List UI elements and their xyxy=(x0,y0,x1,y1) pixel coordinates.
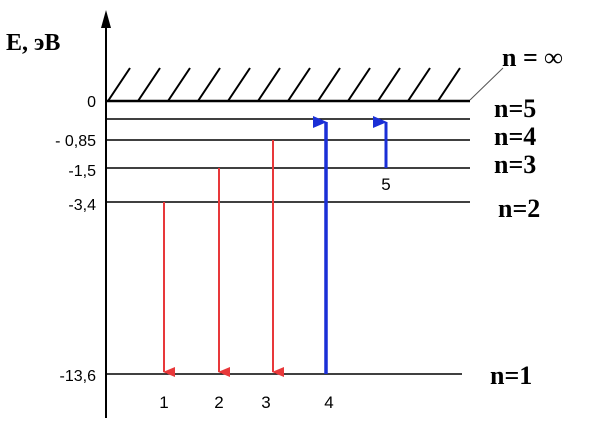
energy-value-n3: -1,5 xyxy=(68,163,96,180)
transition-3-label: 3 xyxy=(261,393,270,412)
level-label-n4: n=4 xyxy=(494,122,536,151)
continuum-leader-line xyxy=(469,67,504,101)
axis-label: E, эВ xyxy=(6,30,60,56)
energy-value-n4: - 0,85 xyxy=(55,133,96,150)
energy-value-n5: 0 xyxy=(87,94,96,111)
level-label-n3: n=3 xyxy=(494,150,536,179)
continuum-hatching xyxy=(107,67,461,102)
transition-5-label: 5 xyxy=(381,175,390,194)
level-label-n2: n=2 xyxy=(498,194,540,223)
transition-1-label: 1 xyxy=(159,393,168,412)
transition-4-label: 4 xyxy=(324,393,333,412)
energy-value-n1: -13,6 xyxy=(60,368,97,385)
energy-value-n2: -3,4 xyxy=(68,197,96,214)
energy-axis-arrowhead xyxy=(101,10,111,28)
transition-2-label: 2 xyxy=(214,393,223,412)
level-label-n5: n=5 xyxy=(494,94,536,123)
continuum-label: n = ∞ xyxy=(502,43,563,72)
level-label-n1: n=1 xyxy=(490,361,532,390)
